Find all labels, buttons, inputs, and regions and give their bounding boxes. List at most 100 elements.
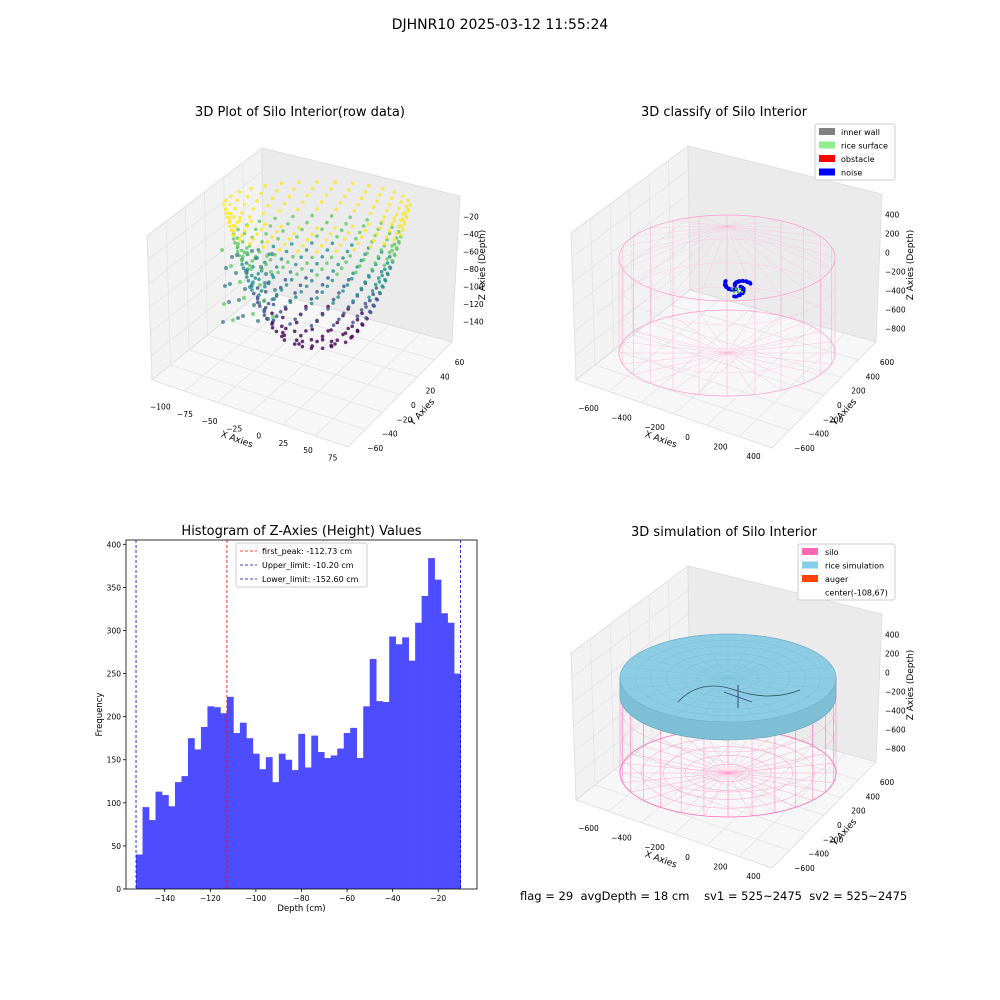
raw-point bbox=[305, 220, 309, 225]
raw-point bbox=[255, 199, 259, 203]
raw-point bbox=[394, 231, 399, 235]
x-axis-tick-label: 75 bbox=[328, 453, 338, 462]
x-axis-tick-label: −100 bbox=[150, 403, 171, 412]
raw-point bbox=[383, 267, 387, 272]
x-axis-tick-label: −400 bbox=[611, 834, 632, 843]
raw-point bbox=[374, 297, 379, 301]
raw-point bbox=[273, 253, 277, 257]
raw-point bbox=[310, 255, 314, 260]
raw-point bbox=[329, 214, 334, 218]
raw-point bbox=[385, 261, 390, 265]
simulation-grid-line bbox=[739, 753, 846, 857]
histogram-bar bbox=[233, 733, 241, 889]
raw-point bbox=[240, 233, 244, 238]
raw-point bbox=[280, 334, 284, 339]
rice-surface-mesh bbox=[727, 646, 805, 679]
raw-point bbox=[253, 276, 258, 280]
raw-point bbox=[320, 337, 325, 342]
legend-swatch bbox=[802, 575, 818, 582]
raw-point bbox=[310, 278, 314, 283]
raw-point bbox=[304, 307, 308, 311]
raw-point bbox=[350, 324, 355, 329]
raw-point bbox=[257, 277, 261, 282]
silo-floor-line bbox=[726, 352, 832, 365]
z-axis-label: Z Axies (Depth) bbox=[478, 230, 488, 301]
raw-point bbox=[358, 264, 362, 268]
raw-point bbox=[373, 282, 378, 287]
raw-point bbox=[406, 198, 411, 203]
histogram-bar bbox=[200, 726, 208, 889]
raw-point bbox=[375, 232, 379, 237]
raw-point bbox=[264, 272, 268, 276]
silo-floor-line bbox=[727, 772, 834, 783]
histogram-bar bbox=[363, 706, 371, 889]
histogram-bar bbox=[259, 769, 267, 889]
raw-point bbox=[271, 302, 276, 307]
raw-point bbox=[361, 258, 366, 262]
x-tick-label: −120 bbox=[200, 894, 221, 903]
raw-point bbox=[310, 241, 314, 245]
raw-point bbox=[348, 215, 353, 220]
raw-point bbox=[223, 284, 227, 288]
histogram-bar bbox=[304, 767, 312, 889]
raw-point bbox=[373, 261, 378, 265]
auger-blade bbox=[723, 691, 753, 703]
raw-point bbox=[339, 228, 344, 232]
raw-point bbox=[368, 245, 373, 249]
raw-point bbox=[282, 201, 287, 206]
chart-title: Histogram of Z-Axies (Height) Values bbox=[181, 524, 421, 539]
legend: inner wall rice surface obstacle noise bbox=[814, 123, 896, 181]
raw-point bbox=[375, 199, 379, 203]
silo-roof-line bbox=[650, 225, 728, 228]
status-line: flag = 29 avgDepth = 18 cm sv1 = 525~247… bbox=[520, 889, 907, 903]
sv1-value: sv1 = 525~2475 bbox=[704, 889, 802, 903]
raw-point bbox=[351, 271, 355, 276]
histogram-bar bbox=[454, 673, 461, 889]
y-tick-label: 150 bbox=[107, 756, 122, 765]
histogram-bar bbox=[161, 795, 169, 889]
raw-point bbox=[286, 260, 290, 264]
sv2-value: sv2 = 525~2475 bbox=[809, 889, 908, 903]
raw-point bbox=[338, 243, 343, 247]
panel-simulation: 3D simulation of Silo Interior −600 −400 −2… bbox=[570, 525, 916, 881]
y-tick-label: 250 bbox=[107, 670, 122, 679]
raw-point bbox=[261, 245, 266, 249]
raw-point bbox=[271, 315, 275, 319]
histogram-bar bbox=[369, 658, 377, 889]
classify-grid-line bbox=[739, 333, 846, 437]
raw-point bbox=[355, 292, 360, 297]
raw-point bbox=[376, 254, 381, 259]
raw-point bbox=[320, 254, 325, 259]
raw-point bbox=[398, 233, 403, 237]
raw-point bbox=[331, 297, 336, 302]
silo-floor-line bbox=[630, 772, 729, 793]
rice-surface-mesh bbox=[727, 677, 805, 710]
raw-point bbox=[335, 272, 339, 277]
raw-point bbox=[299, 333, 303, 338]
x-axis-label: X Axies bbox=[643, 430, 678, 451]
raw-point bbox=[248, 215, 252, 219]
raw-point bbox=[385, 235, 389, 239]
histogram-bar bbox=[136, 854, 143, 889]
z-axis-tick-label: −400 bbox=[885, 707, 906, 716]
rice-surface-mesh bbox=[651, 677, 729, 710]
raw-point bbox=[255, 286, 260, 290]
raw-point bbox=[360, 235, 364, 239]
raw-point bbox=[274, 314, 279, 319]
raw-point bbox=[250, 288, 254, 292]
silo-floor-line bbox=[703, 772, 729, 816]
raw-point bbox=[320, 290, 325, 295]
raw-point bbox=[283, 305, 288, 309]
raw-point bbox=[315, 273, 319, 277]
histogram-bar bbox=[343, 733, 351, 889]
raw-point bbox=[330, 241, 335, 246]
raw-point bbox=[235, 246, 240, 250]
raw-point bbox=[325, 248, 330, 252]
raw-point bbox=[281, 330, 285, 335]
raw-point bbox=[363, 280, 367, 284]
raw-point bbox=[401, 212, 405, 216]
raw-point bbox=[361, 224, 366, 228]
raw-point bbox=[346, 305, 351, 309]
raw-point bbox=[315, 180, 319, 184]
y-axis-tick-label: 60 bbox=[455, 358, 465, 367]
